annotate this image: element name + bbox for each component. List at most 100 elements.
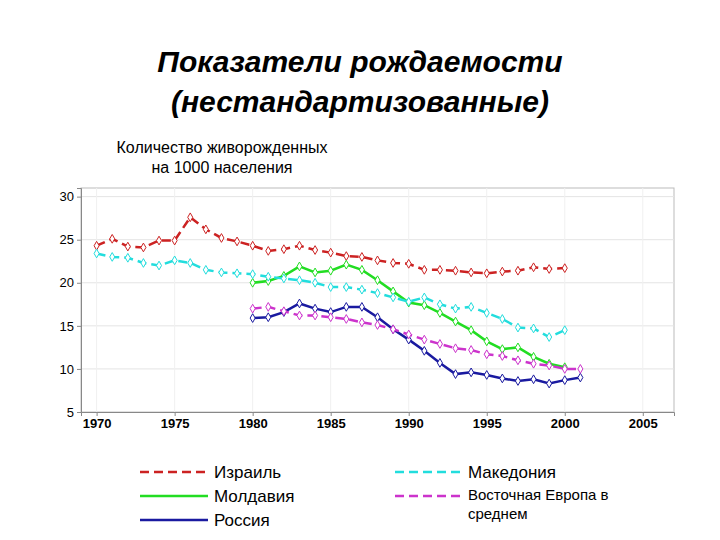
legend-swatch [140,519,208,522]
y-tick: 10 [60,362,81,377]
series-marker [328,248,333,257]
series-marker [469,326,474,335]
series-marker [313,246,318,255]
series-marker [375,321,380,330]
legend-label: Израиль [214,463,281,482]
series-marker [531,359,536,368]
grid-line [642,188,643,412]
series-line [253,303,581,383]
x-tick-label: 2005 [629,416,658,431]
series-marker [344,283,349,292]
series-marker [515,323,520,332]
legend-item: Израиль [140,463,281,482]
series-marker [281,274,286,283]
series-marker [281,308,286,317]
series-marker [437,300,442,309]
x-tick-label: 1975 [161,416,190,431]
series-marker [235,269,240,278]
series-marker [484,337,489,346]
series-marker [515,356,520,365]
legend-label: Восточная Европа всреднем [468,486,609,522]
x-tick: 1985 [317,412,346,431]
y-tick: 20 [60,275,81,290]
series-marker [422,265,427,274]
series-marker [297,299,302,308]
series-marker [515,266,520,275]
chart-container: Показатели рождаемости(нестандартизованн… [0,0,720,540]
y-tick-mark [77,197,81,198]
x-tick-label: 1970 [83,416,112,431]
series-marker [391,293,396,302]
y-tick-mark [77,412,81,413]
series-marker [531,375,536,384]
grid-line [96,188,97,412]
series-marker [578,365,583,374]
series-marker [328,313,333,322]
plot-frame [81,188,674,412]
series-marker [484,371,489,380]
chart-svg: Показатели рождаемости(нестандартизованн… [0,0,720,540]
series-marker [125,253,130,262]
legend-swatch [395,495,463,498]
y-axis-line [77,189,82,413]
series-marker [344,260,349,269]
legend-item: Македония [395,463,556,482]
y-tick-mark [77,369,81,370]
series-marker [453,304,458,313]
series-marker [344,303,349,312]
series-marker [344,315,349,324]
y-tick-mark [77,326,81,327]
x-tick: 1970 [83,412,112,431]
grid-line [174,188,175,412]
x-tick: 1975 [161,412,190,431]
series-marker [422,346,427,355]
legend-swatch [140,471,208,474]
x-tick: 2005 [629,412,658,431]
series-marker [406,330,411,339]
series-marker [391,259,396,268]
series-marker [562,264,567,273]
series-marker [141,259,146,268]
y-tick-label: 30 [60,189,74,204]
series-marker [359,303,364,312]
legend-item: Восточная Европа всреднем [395,486,609,522]
series-marker [375,289,380,298]
y-axis: 51015202530 [60,189,82,420]
x-tick: 2000 [551,412,580,431]
series-marker [406,297,411,306]
series-marker [281,245,286,254]
series-marker [219,234,224,243]
series-marker [515,377,520,386]
x-axis: 19701975198019851990199520002005 [82,412,675,431]
series-marker [422,335,427,344]
title: (нестандартизованные) [171,85,549,118]
series-marker [359,285,364,294]
series-marker [219,268,224,277]
series-marker [297,276,302,285]
series-marker [531,324,536,333]
series-marker [578,373,583,382]
y-tick-label: 5 [67,405,74,420]
x-tick-label: 2000 [551,416,580,431]
series-marker [250,241,255,250]
series-marker [344,252,349,261]
series-marker [328,283,333,292]
data-layer [94,213,583,388]
y-tick-mark [77,240,81,241]
series-marker [453,266,458,275]
series-marker [188,259,193,268]
series-marker [500,267,505,276]
series-marker [172,256,177,265]
series-marker [484,350,489,359]
x-tick: 1990 [395,412,424,431]
y-tick: 5 [67,405,81,420]
y-tick: 30 [60,189,81,204]
series-marker [562,365,567,374]
grid-line [330,188,331,412]
series-marker [328,266,333,275]
series-marker [500,374,505,383]
series-marker [203,265,208,274]
series-marker [250,314,255,323]
series-marker [188,213,193,222]
legend-item: Молдавия [140,487,294,506]
